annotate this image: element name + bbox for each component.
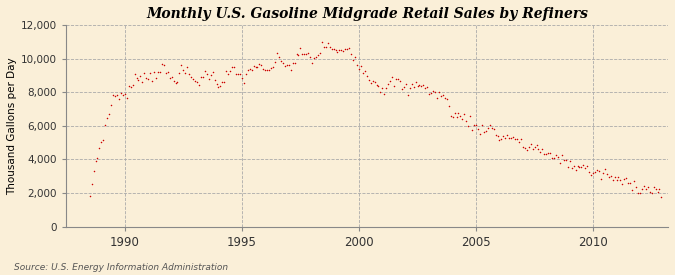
Title: Monthly U.S. Gasoline Midgrade Retail Sales by Refiners: Monthly U.S. Gasoline Midgrade Retail Sa…: [146, 7, 588, 21]
Text: Source: U.S. Energy Information Administration: Source: U.S. Energy Information Administ…: [14, 263, 227, 272]
Y-axis label: Thousand Gallons per Day: Thousand Gallons per Day: [7, 57, 17, 195]
